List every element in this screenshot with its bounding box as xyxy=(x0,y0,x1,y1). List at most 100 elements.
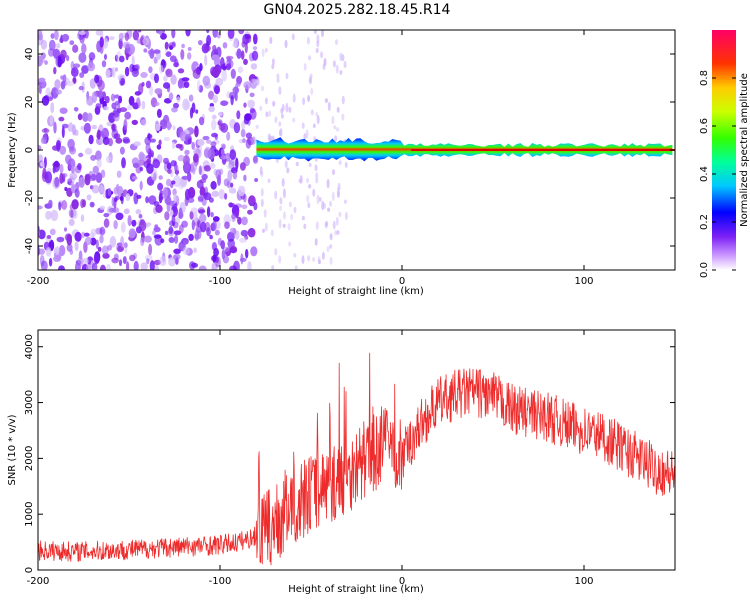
sparse-dot xyxy=(301,122,305,129)
noise-dot xyxy=(168,237,175,243)
noise-dot xyxy=(87,61,96,72)
noise-dot xyxy=(99,264,106,270)
sparse-dot xyxy=(279,127,283,137)
noise-dot xyxy=(122,138,131,144)
noise-dot xyxy=(195,109,199,114)
sparse-dot xyxy=(315,47,319,54)
sparse-dot xyxy=(316,114,320,125)
noise-dot xyxy=(78,52,87,63)
noise-dot xyxy=(98,184,104,194)
noise-dot xyxy=(229,227,235,234)
noise-dot xyxy=(240,50,245,60)
noise-dot xyxy=(188,94,194,102)
noise-dot xyxy=(50,209,59,222)
noise-dot xyxy=(74,231,82,242)
colorbar-tick-label: 0.0 xyxy=(699,262,710,278)
noise-dot xyxy=(61,200,68,210)
noise-dot xyxy=(131,67,139,78)
sparse-dot xyxy=(274,248,278,256)
ytick-label: 40 xyxy=(24,48,35,61)
sparse-dot xyxy=(267,178,271,183)
noise-dot xyxy=(131,175,138,180)
noise-dot xyxy=(200,221,207,233)
sparse-dot xyxy=(261,48,265,57)
noise-dot xyxy=(247,99,255,109)
noise-dot xyxy=(128,95,135,106)
noise-dot xyxy=(114,197,118,202)
noise-dot xyxy=(148,243,153,256)
noise-dot xyxy=(211,132,218,138)
noise-dot xyxy=(234,91,238,102)
sparse-dot xyxy=(315,221,319,231)
noise-dot xyxy=(204,146,212,159)
noise-dot xyxy=(164,230,169,235)
noise-dot xyxy=(61,33,70,42)
noise-dot xyxy=(154,88,163,95)
noise-dot xyxy=(239,162,246,171)
noise-dot xyxy=(154,101,160,107)
noise-dot xyxy=(220,155,228,160)
noise-dot xyxy=(237,216,242,225)
xtick-label: 0 xyxy=(399,576,405,587)
noise-dot xyxy=(250,246,258,257)
noise-dot xyxy=(183,160,191,173)
noise-dot xyxy=(110,93,116,102)
noise-dot xyxy=(121,157,126,169)
noise-dot xyxy=(53,66,57,75)
noise-dot xyxy=(250,63,258,70)
noise-dot xyxy=(54,176,60,188)
noise-dot xyxy=(93,253,100,265)
noise-dot xyxy=(100,137,104,144)
noise-dot xyxy=(154,73,159,84)
noise-dot xyxy=(149,85,154,96)
noise-dot xyxy=(182,98,190,111)
noise-dot xyxy=(43,133,48,140)
noise-dot xyxy=(163,157,169,165)
sparse-dot xyxy=(336,190,340,198)
noise-dot xyxy=(169,209,174,218)
sparse-dot xyxy=(292,93,296,103)
noise-dot xyxy=(177,154,185,162)
sparse-dot xyxy=(287,223,291,231)
noise-dot xyxy=(210,211,214,218)
snr-xlabel: Height of straight line (km) xyxy=(288,584,424,595)
sparse-dot xyxy=(320,51,324,59)
noise-dot xyxy=(252,46,258,51)
noise-dot xyxy=(38,32,43,41)
noise-dot xyxy=(61,126,65,139)
noise-dot xyxy=(174,58,179,68)
noise-dot xyxy=(115,137,123,144)
noise-dot xyxy=(227,169,233,182)
noise-dot xyxy=(205,139,212,144)
noise-dot xyxy=(128,228,136,239)
noise-dot xyxy=(109,36,115,41)
noise-dot xyxy=(122,41,131,49)
sparse-dot xyxy=(270,229,274,237)
sparse-dot xyxy=(264,97,268,105)
noise-dot xyxy=(99,234,104,244)
sparse-dot xyxy=(278,218,282,229)
noise-dot xyxy=(96,129,101,140)
noise-dot xyxy=(48,47,55,57)
noise-dot xyxy=(78,31,86,35)
noise-dot xyxy=(60,81,66,90)
noise-dot xyxy=(103,213,110,218)
noise-dot xyxy=(68,218,75,226)
noise-dot xyxy=(145,80,152,89)
noise-dot xyxy=(116,170,122,178)
sparse-dot xyxy=(316,194,320,205)
noise-dot xyxy=(215,77,224,86)
noise-dot xyxy=(184,149,190,156)
noise-dot xyxy=(209,162,216,169)
sparse-dot xyxy=(321,30,324,38)
noise-dot xyxy=(73,107,79,112)
noise-dot xyxy=(88,134,94,145)
sparse-dot xyxy=(284,39,288,49)
noise-dot xyxy=(44,60,48,65)
sparse-dot xyxy=(260,198,264,207)
noise-dot xyxy=(181,43,185,49)
sparse-dot xyxy=(268,110,272,117)
noise-dot xyxy=(105,69,111,79)
ytick-label: 20 xyxy=(24,96,35,109)
